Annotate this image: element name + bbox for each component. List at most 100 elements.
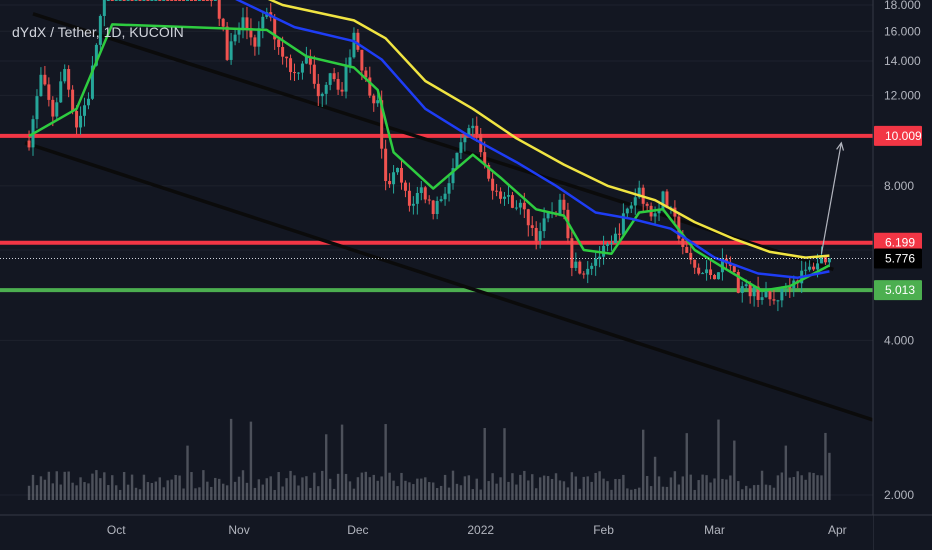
volume-bar	[459, 485, 463, 500]
volume-bar	[733, 440, 736, 500]
volume-bar	[229, 418, 233, 500]
time-axis-ticks: Oct Nov Dec 2022 Feb Mar Apr	[107, 523, 847, 537]
volume-bar	[570, 472, 574, 500]
volume-bar	[602, 478, 605, 500]
volume-bar	[138, 489, 142, 500]
volume-bar	[491, 473, 494, 500]
volume-bar	[35, 485, 39, 500]
volume-bar	[824, 432, 827, 500]
candle-body	[158, 0, 162, 1]
volume-bar	[554, 473, 558, 500]
candle-body	[300, 63, 304, 73]
volume-bar	[190, 472, 193, 500]
volume-bar	[594, 472, 597, 500]
volume-bar	[634, 488, 637, 500]
ema-slow-line	[267, 0, 830, 259]
volume-bar	[503, 428, 506, 500]
volume-bar	[455, 483, 459, 500]
volume-bar	[649, 486, 653, 500]
candle-body	[86, 98, 90, 106]
volume-bar	[206, 481, 209, 500]
volume-histogram	[27, 418, 831, 500]
volume-bar	[111, 475, 114, 500]
volume-bar	[115, 485, 118, 500]
candle-body	[594, 258, 598, 266]
price-tick-label: 14.000	[884, 54, 921, 68]
candle-body	[475, 125, 479, 135]
candle-body	[598, 256, 602, 259]
candle-body	[808, 266, 812, 270]
candle-body	[174, 0, 178, 1]
candle-body	[720, 258, 724, 273]
volume-bar	[566, 487, 570, 500]
candle-body	[352, 32, 356, 58]
candle-body	[39, 74, 43, 97]
candle-body	[744, 284, 748, 287]
candle-body	[285, 56, 289, 59]
volume-bar	[610, 489, 613, 500]
candle-body	[816, 263, 820, 270]
volume-bar	[186, 445, 189, 500]
volume-bar	[51, 483, 55, 500]
ema-fast-line	[28, 23, 830, 292]
price-tick-label: 16.000	[884, 24, 921, 38]
volume-bar	[75, 485, 78, 500]
candle-body	[705, 269, 709, 274]
time-axis-panel[interactable]	[0, 515, 873, 550]
candle-body	[324, 84, 328, 94]
candle-body	[455, 152, 459, 169]
volume-bar	[511, 473, 514, 500]
candle-body	[118, 0, 122, 1]
candle-body	[693, 259, 697, 268]
volume-bar	[83, 482, 86, 500]
volume-bar	[745, 485, 748, 500]
volume-bar	[396, 486, 399, 500]
candle-body	[277, 39, 281, 48]
candle-body	[249, 27, 253, 38]
volume-bar	[55, 471, 58, 500]
candle-body	[613, 233, 617, 244]
time-tick-label: Mar	[704, 523, 725, 537]
candle-body	[110, 0, 114, 1]
candle-body	[633, 197, 637, 206]
candle-body	[281, 47, 285, 57]
candle-body	[653, 213, 657, 217]
candle-body	[491, 178, 495, 191]
volume-bar	[348, 481, 352, 500]
volume-bar	[400, 472, 403, 500]
volume-bar	[420, 478, 423, 500]
candle-body	[360, 49, 364, 71]
volume-bar	[661, 486, 665, 500]
volume-bar	[384, 424, 387, 500]
candle-body	[114, 0, 118, 1]
candle-body	[812, 266, 816, 270]
volume-bar	[63, 471, 66, 500]
candle-body	[617, 233, 621, 235]
volume-bar	[495, 483, 498, 500]
volume-bar	[289, 470, 292, 500]
candle-body	[459, 142, 463, 153]
volume-bar	[31, 474, 35, 500]
volume-bar	[241, 470, 245, 500]
candle-body	[819, 255, 823, 264]
candle-body	[645, 203, 649, 206]
volume-bar	[748, 488, 752, 500]
price-badge	[874, 232, 922, 253]
candle-body	[289, 58, 293, 73]
candle-body	[79, 115, 83, 128]
volume-bar	[562, 481, 566, 500]
volume-bar	[812, 472, 815, 500]
volume-bar	[309, 487, 312, 500]
candle-body	[43, 74, 47, 85]
trendlines	[24, 12, 874, 422]
candle-body	[483, 152, 487, 166]
projection-arrow-shaft	[820, 142, 842, 254]
candle-body	[503, 196, 507, 199]
price-badge-label: 5.776	[885, 251, 915, 265]
candle-body	[495, 190, 499, 192]
volume-bar	[618, 479, 621, 500]
price-badge-label: 10.009	[885, 129, 922, 143]
candle-body	[487, 165, 491, 179]
